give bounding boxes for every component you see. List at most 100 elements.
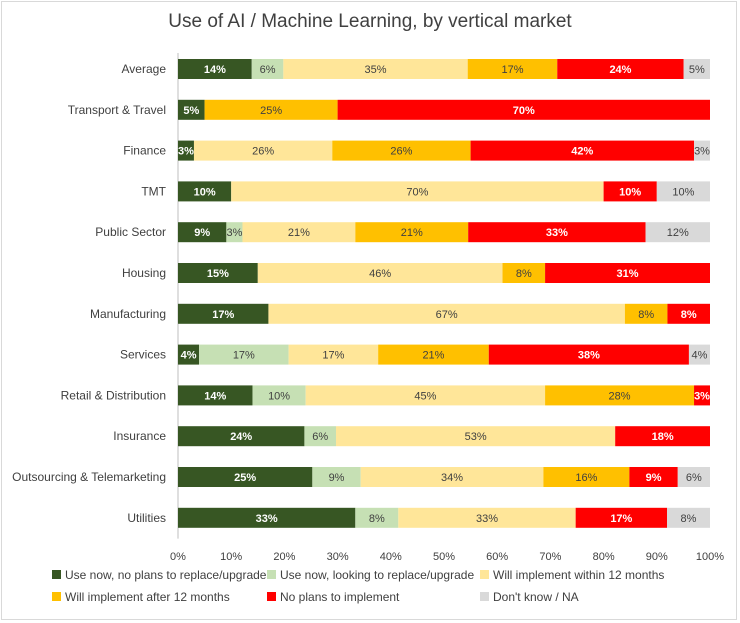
category-label: Finance (123, 144, 166, 158)
x-tick-label: 50% (433, 551, 455, 563)
data-label: 16% (575, 472, 597, 484)
data-label: 4% (181, 350, 197, 362)
data-label: 10% (194, 186, 216, 198)
data-label: 33% (476, 513, 498, 525)
bar-segment (688, 344, 710, 365)
bar-segment (312, 467, 361, 487)
data-label: 6% (686, 472, 702, 484)
data-label: 8% (516, 268, 532, 280)
legend-swatch (480, 570, 489, 579)
chart-title: Use of AI / Machine Learning, by vertica… (168, 11, 572, 32)
x-tick-label: 70% (539, 551, 561, 563)
legend-swatch (267, 570, 276, 579)
data-label: 18% (652, 431, 674, 443)
data-label: 10% (672, 186, 694, 198)
data-label: 9% (194, 227, 210, 239)
data-label: 70% (406, 186, 428, 198)
category-label: TMT (141, 184, 166, 198)
data-label: 33% (546, 227, 568, 239)
legend-swatch (52, 570, 61, 579)
data-label: 24% (609, 64, 631, 76)
bar-segment (178, 59, 252, 79)
x-tick-label: 60% (486, 551, 508, 563)
bar-segment (178, 467, 313, 487)
bar-segment (252, 385, 306, 406)
bar-segment (683, 59, 710, 79)
data-label: 26% (390, 146, 412, 158)
bar-segment (557, 59, 684, 79)
category-label: Insurance (113, 429, 166, 443)
bar-segment (545, 263, 710, 283)
bar-segment (178, 140, 194, 161)
legend-label: Don't know / NA (493, 590, 579, 604)
data-label: 6% (312, 431, 328, 443)
legend-swatch (267, 592, 276, 601)
category-label: Average (122, 62, 167, 76)
bar-segment (677, 467, 710, 487)
data-label: 33% (256, 513, 278, 525)
bar-segment (178, 99, 205, 120)
bar-segment (355, 222, 469, 243)
bar-segment (645, 222, 710, 243)
bar-segment (251, 59, 284, 79)
data-label: 45% (414, 390, 436, 402)
bar-segment (288, 344, 379, 365)
legend-swatch (52, 592, 61, 601)
data-label: 10% (619, 186, 641, 198)
bar-segment (488, 344, 689, 365)
bar-segment (268, 303, 625, 324)
data-label: 8% (681, 513, 697, 525)
data-label: 14% (204, 390, 226, 402)
bar-segment (305, 385, 546, 406)
category-label: Public Sector (95, 225, 166, 239)
data-label: 25% (234, 472, 256, 484)
x-tick-label: 20% (273, 551, 295, 563)
bar-segment (545, 385, 695, 406)
bar-segment (467, 59, 558, 79)
data-label: 5% (689, 64, 705, 76)
bar-segment (502, 263, 546, 283)
bar-segment (629, 467, 678, 487)
bar-segment (283, 59, 468, 79)
legend-label: Will implement after 12 months (65, 590, 230, 604)
data-label: 26% (252, 146, 274, 158)
data-label: 17% (233, 350, 255, 362)
data-label: 53% (465, 431, 487, 443)
bar-segment (257, 263, 503, 283)
data-label: 10% (268, 390, 290, 402)
legend-label: Use now, looking to replace/upgrade (280, 568, 474, 582)
data-label: 17% (322, 350, 344, 362)
bar-segment (694, 140, 710, 161)
bar-segment (204, 99, 338, 120)
bar-segment (468, 222, 646, 243)
data-label: 3% (694, 390, 710, 402)
bar-segment (178, 426, 305, 447)
x-tick-label: 100% (696, 551, 724, 563)
x-tick-label: 10% (220, 551, 242, 563)
category-label: Retail & Distribution (61, 388, 166, 402)
bar-segment (193, 140, 333, 161)
x-tick-label: 80% (593, 551, 615, 563)
data-label: 31% (617, 268, 639, 280)
data-label: 15% (207, 268, 229, 280)
bar-segment (178, 181, 232, 202)
bar-segment (543, 467, 630, 487)
data-label: 67% (436, 309, 458, 321)
bar-segment (242, 222, 356, 243)
legend-label: No plans to implement (280, 590, 400, 604)
data-label: 3% (694, 146, 710, 158)
category-label: Utilities (127, 511, 166, 525)
x-tick-label: 30% (327, 551, 349, 563)
data-label: 9% (329, 472, 345, 484)
data-label: 35% (365, 64, 387, 76)
x-tick-label: 40% (380, 551, 402, 563)
data-label: 17% (610, 513, 632, 525)
data-label: 21% (288, 227, 310, 239)
category-label: Transport & Travel (68, 103, 166, 117)
data-label: 6% (260, 64, 276, 76)
bar-segment (398, 507, 576, 528)
bar-segment (656, 181, 710, 202)
x-tick-label: 90% (646, 551, 668, 563)
data-label: 8% (681, 309, 697, 321)
bar-segment (603, 181, 657, 202)
